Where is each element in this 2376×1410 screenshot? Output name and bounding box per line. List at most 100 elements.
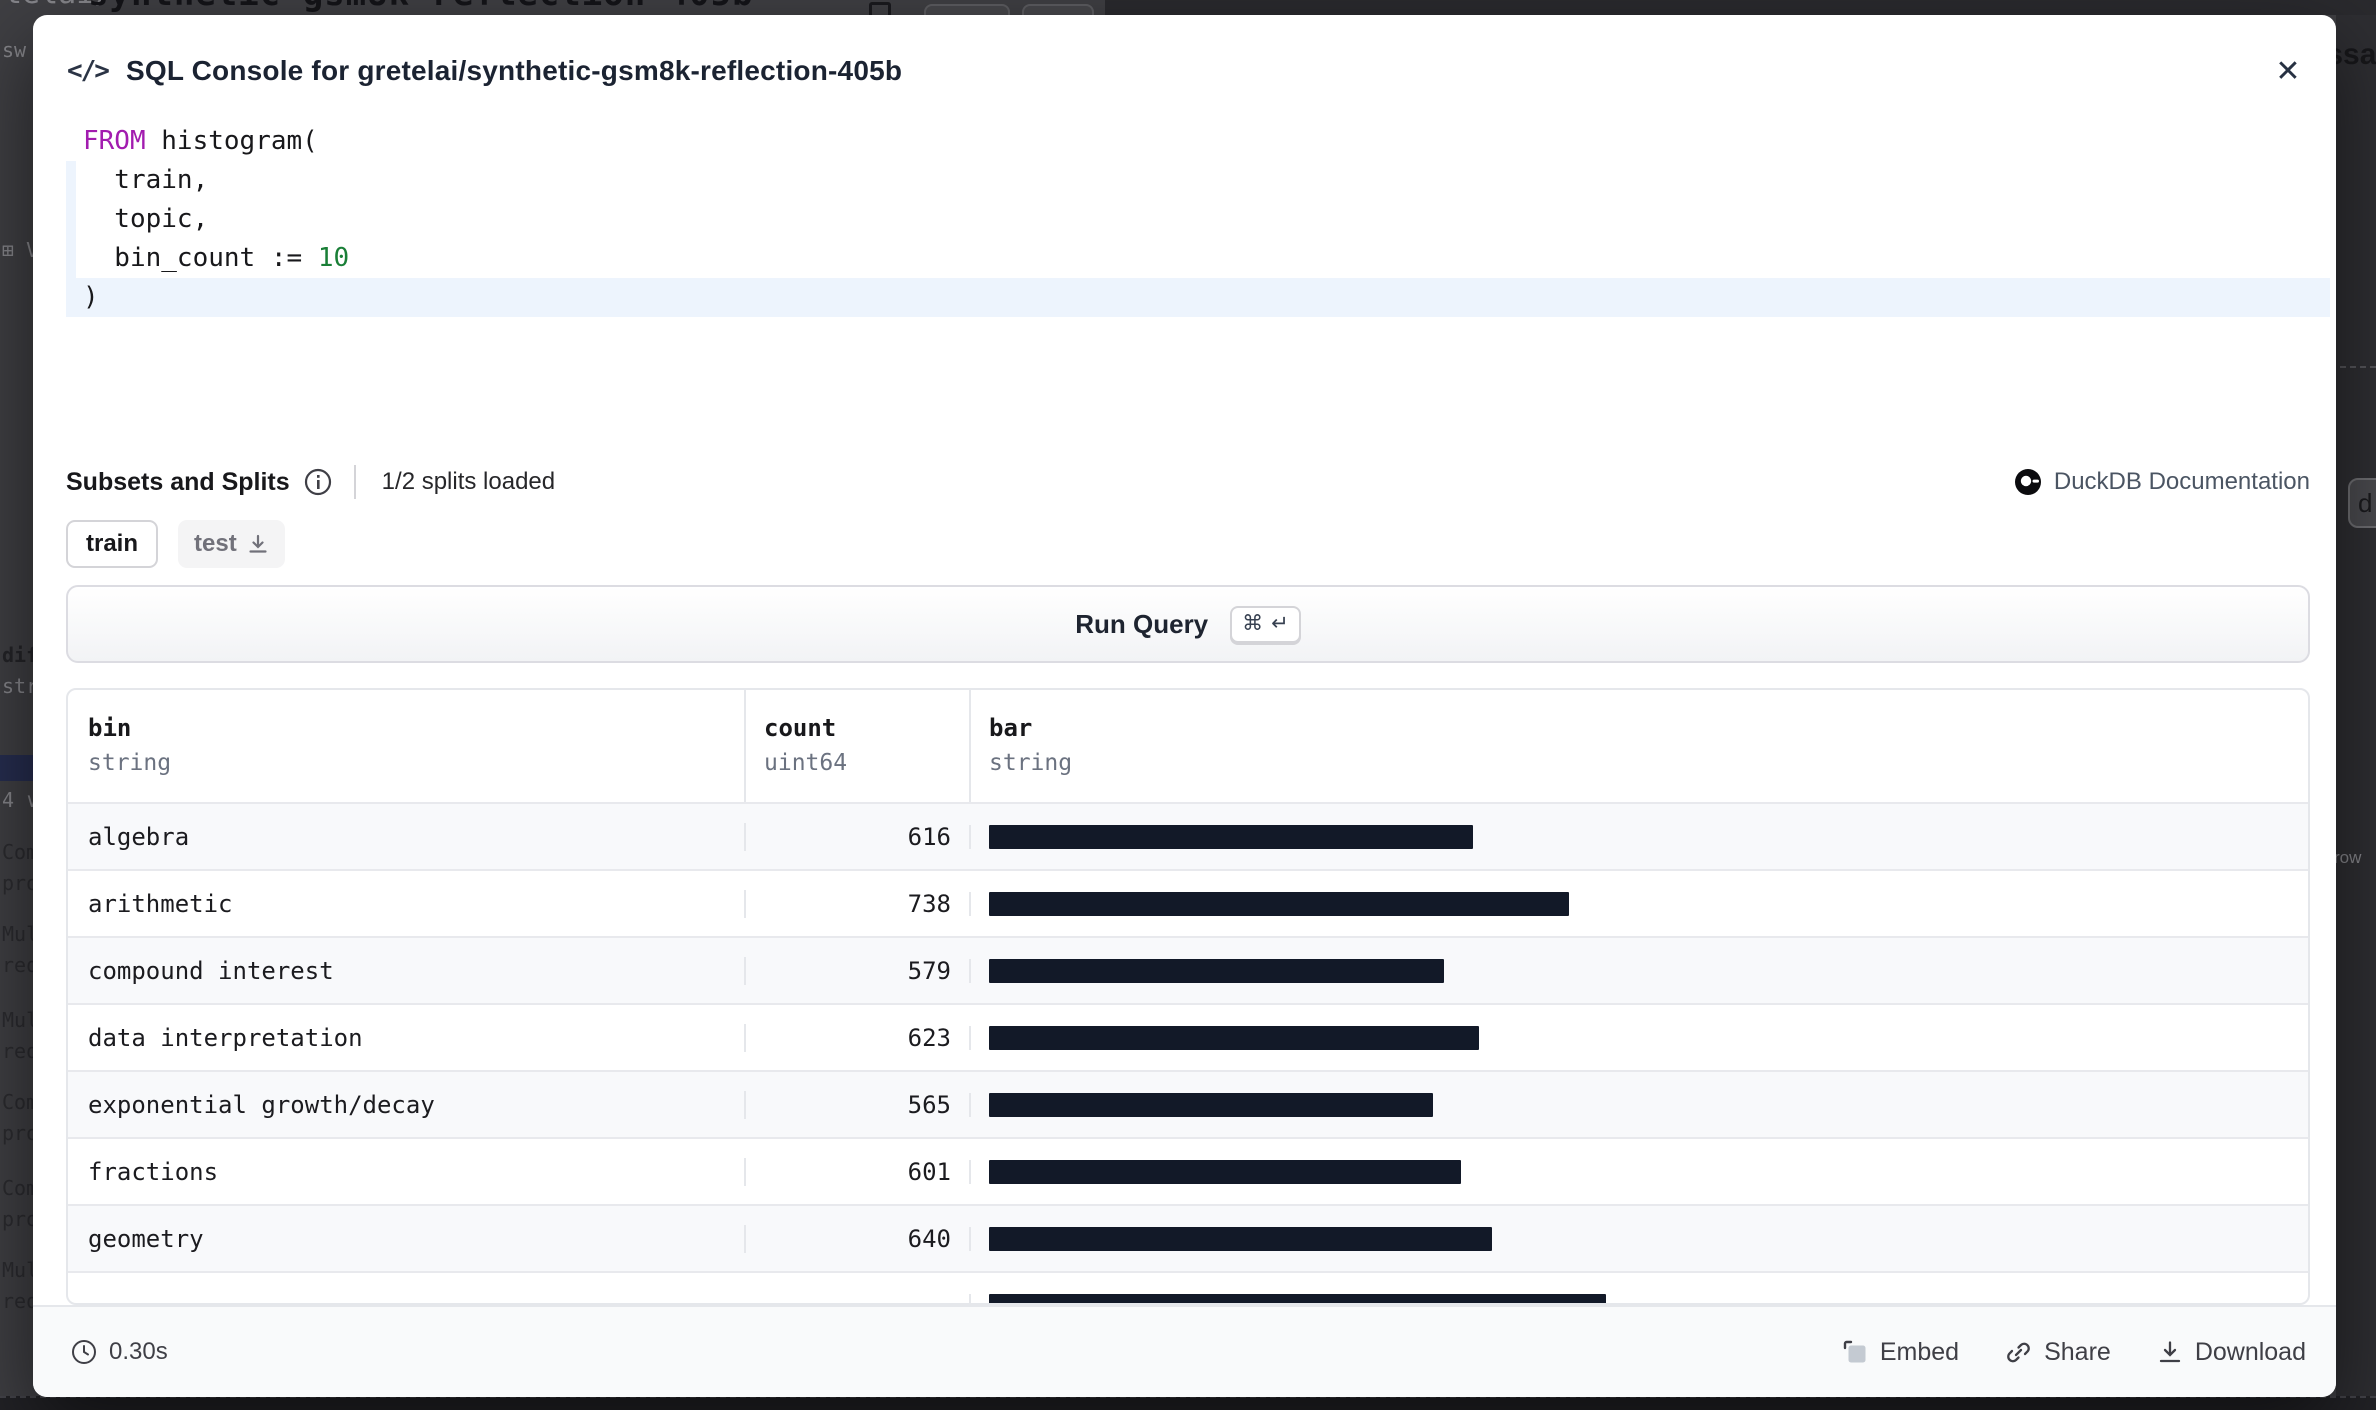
table-row[interactable]: geometry 640: [68, 1204, 2308, 1271]
column-header-count[interactable]: count uint64: [744, 690, 969, 802]
bar-cell: [969, 1092, 2308, 1117]
table-row[interactable]: data interpretation 623: [68, 1003, 2308, 1070]
table-row[interactable]: exponential growth/decay 565: [68, 1070, 2308, 1137]
histogram-bar: [989, 891, 1570, 916]
share-button[interactable]: Share: [2005, 1338, 2111, 1367]
code-line[interactable]: ): [66, 278, 2330, 317]
modal-title: SQL Console for gretelai/synthetic-gsm8k…: [125, 55, 903, 86]
background-button-fragment: d: [2348, 478, 2376, 528]
keyboard-shortcut-badge: ⌘ ↵: [1230, 605, 1301, 643]
background-button-fragment: [1022, 4, 1094, 15]
modal-header: </> SQL Console for gretelai/synthetic-g…: [67, 55, 902, 87]
code-line[interactable]: FROM histogram(: [66, 122, 2330, 161]
split-button-train[interactable]: train: [66, 520, 159, 568]
code-token: train,: [83, 165, 209, 195]
table-row[interactable]: compound interest 579: [68, 936, 2308, 1003]
histogram-bar: [989, 1159, 1462, 1184]
code-token: FROM: [83, 126, 146, 156]
run-query-button[interactable]: Run Query ⌘ ↵: [66, 585, 2310, 663]
background-left-text: Com: [2, 1090, 39, 1114]
subsets-heading: Subsets and Splits: [66, 467, 290, 496]
code-token: histogram(: [145, 126, 318, 156]
splits-loaded-status: 1/2 splits loaded: [381, 468, 556, 495]
count-cell: 623: [744, 1023, 969, 1052]
histogram-bar: [989, 1293, 1607, 1303]
table-body: algebra 616 arithmetic 738 compound interest…: [68, 802, 2308, 1303]
query-duration: 0.30s: [71, 1338, 168, 1366]
modal-footer: 0.30s Embed Share Download: [33, 1305, 2336, 1397]
background-left-text: req: [2, 953, 39, 977]
histogram-bar: [989, 1092, 1434, 1117]
query-results-table: bin string count uint64 bar string algeb…: [66, 688, 2310, 1305]
background-left-text: req: [2, 1289, 39, 1313]
background-left-text: pro: [2, 1207, 39, 1231]
count-cell: 565: [744, 1090, 969, 1119]
histogram-bar: [989, 824, 1474, 849]
count-cell: 579: [744, 956, 969, 985]
close-icon[interactable]: ✕: [2275, 54, 2301, 88]
background-button-fragment: [924, 4, 1010, 15]
clock-icon: [72, 1340, 96, 1364]
code-token: ): [83, 282, 99, 312]
bin-cell: compound interest: [88, 956, 334, 985]
embed-button[interactable]: Embed: [1842, 1338, 1959, 1367]
table-row[interactable]: arithmetic 738: [68, 869, 2308, 936]
share-link-icon: [2007, 1342, 2030, 1362]
bar-cell: [969, 1025, 2308, 1050]
count-cell: 738: [744, 889, 969, 918]
download-icon: [2159, 1341, 2180, 1363]
bar-cell: [969, 891, 2308, 916]
table-row[interactable]: fractions 601: [68, 1137, 2308, 1204]
bin-cell: algebra: [88, 822, 190, 851]
background-left-text: req: [2, 1039, 39, 1063]
background-top-dark-segment: [1105, 0, 2376, 15]
bar-cell: [969, 1293, 2308, 1303]
sql-editor[interactable]: FROM histogram( train, topic, bin_count …: [66, 122, 2330, 317]
active-selection-strip: [66, 239, 76, 278]
code-token: bin_count :=: [83, 243, 318, 273]
background-left-text: pro: [2, 1121, 39, 1145]
table-header-row: bin string count uint64 bar string: [68, 690, 2308, 802]
info-icon[interactable]: [304, 468, 332, 496]
count-cell: 640: [744, 1224, 969, 1253]
active-selection-strip: [66, 161, 76, 200]
table-row[interactable]: algebra 616: [68, 802, 2308, 869]
bin-cell: geometry: [88, 1224, 204, 1253]
code-line[interactable]: bin_count := 10: [66, 239, 2330, 278]
bin-cell: data interpretation: [88, 1023, 363, 1052]
background-repo-owner: telai/: [4, 0, 112, 11]
enter-key-icon: ↵: [1271, 611, 1289, 635]
code-token: topic,: [83, 204, 209, 234]
subsets-and-splits-row: Subsets and Splits 1/2 splits loaded Duc…: [66, 465, 2310, 499]
background-right-text: row: [2334, 848, 2362, 867]
table-row[interactable]: [68, 1271, 2308, 1303]
sql-console-modal: </> SQL Console for gretelai/synthetic-g…: [33, 15, 2336, 1397]
duckdb-icon: [2014, 469, 2041, 495]
background-right-band: [2336, 0, 2376, 1410]
command-key-icon: ⌘: [1242, 611, 1264, 635]
background-top-strip: telai/ synthetic-gsm8k-reflection-405b: [0, 0, 2376, 15]
download-button[interactable]: Download: [2157, 1338, 2306, 1367]
download-icon: [249, 534, 267, 553]
code-line[interactable]: train,: [66, 161, 2330, 200]
background-selected-row-fragment: [0, 755, 33, 781]
code-token: 10: [317, 243, 350, 273]
column-header-bar[interactable]: bar string: [969, 690, 2308, 802]
background-left-text: Mul: [2, 1008, 39, 1032]
histogram-bar: [989, 958, 1445, 983]
column-header-bin[interactable]: bin string: [88, 714, 172, 776]
duckdb-documentation-link[interactable]: DuckDB Documentation: [2014, 468, 2310, 496]
background-left-text: dif: [2, 643, 39, 667]
background-left-text: Com: [2, 840, 39, 864]
code-line[interactable]: topic,: [66, 200, 2330, 239]
vertical-divider: [353, 465, 356, 499]
bin-cell: arithmetic: [88, 889, 233, 918]
bar-cell: [969, 824, 2308, 849]
split-button-test[interactable]: test: [178, 520, 285, 568]
count-cell: 601: [744, 1157, 969, 1186]
copy-icon: [869, 2, 891, 15]
embed-icon: [1843, 1340, 1866, 1363]
active-selection-strip: [66, 200, 76, 239]
background-left-text: Com: [2, 1176, 39, 1200]
background-bottom-strip: [0, 1396, 2376, 1410]
